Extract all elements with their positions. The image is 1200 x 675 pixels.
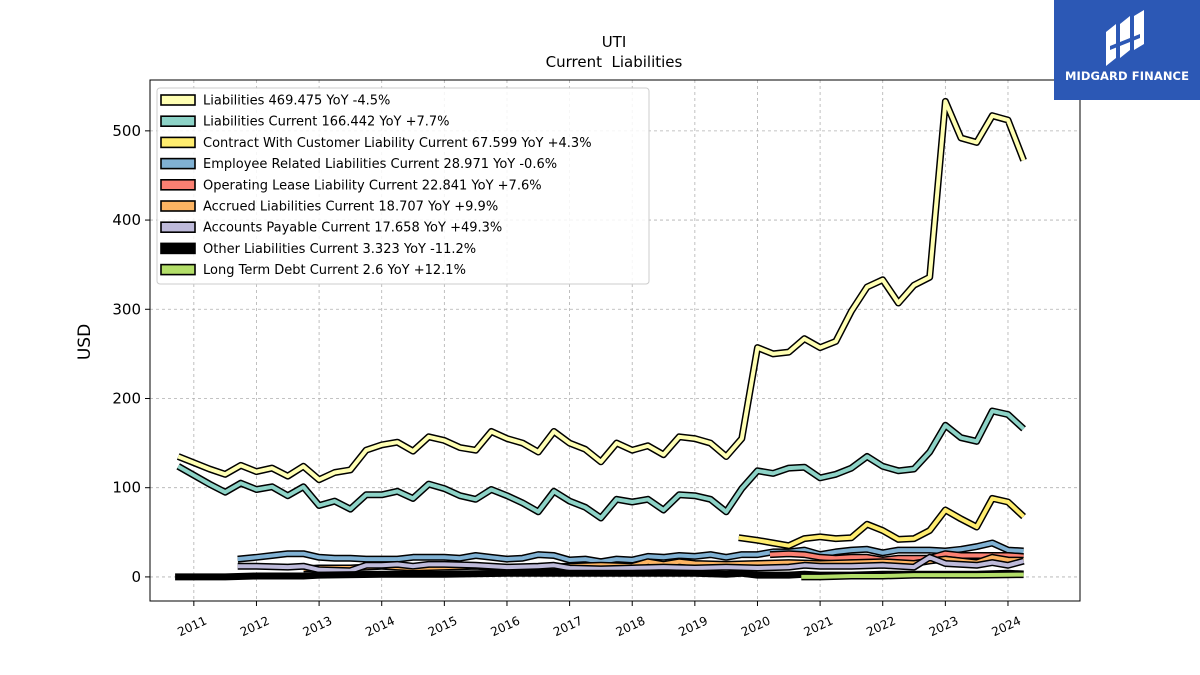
legend-swatch <box>160 179 196 191</box>
x-tick-label: 2015 <box>426 614 460 640</box>
y-tick-label: 500 <box>112 122 141 140</box>
series-line-2 <box>738 496 1025 548</box>
x-tick-label: 2019 <box>676 614 710 640</box>
legend-label: Long Term Debt Current 2.6 YoY +12.1% <box>203 263 466 278</box>
legend-label: Contract With Customer Liability Current… <box>203 136 592 151</box>
series-line-6 <box>237 555 1025 573</box>
series-line-0 <box>177 99 1026 482</box>
legend-label: Accrued Liabilities Current 18.707 YoY +… <box>203 200 498 215</box>
series-line-4 <box>769 551 1024 562</box>
x-tick-label: 2016 <box>488 614 522 640</box>
legend-label: Liabilities Current 166.442 YoY +7.7% <box>203 115 450 130</box>
y-tick-label: 300 <box>112 300 141 318</box>
series-line-3 <box>237 541 1024 564</box>
legend-swatch <box>160 136 196 149</box>
legend-swatch <box>160 200 196 212</box>
y-tick-label: 0 <box>131 568 141 586</box>
x-tick-label: 2022 <box>864 614 898 640</box>
y-tick-label: 100 <box>112 479 141 497</box>
x-tick-label: 2014 <box>363 614 397 640</box>
y-tick-label: 200 <box>112 389 141 407</box>
legend-label: Employee Related Liabilities Current 28.… <box>203 157 557 172</box>
x-ticks: 2011 2012 2013 2014 2015 2016 2017 2018 2019 2020… <box>175 601 1023 639</box>
y-axis-label: USD <box>75 324 95 360</box>
plot-frame <box>149 79 1081 602</box>
x-tick-label: 2017 <box>551 614 585 640</box>
brand-logo: MIDGARD FINANCE <box>1054 0 1200 100</box>
series-line-1 <box>177 409 1025 520</box>
legend-swatch <box>160 94 196 106</box>
x-tick-label: 2020 <box>739 614 773 640</box>
legend: Liabilities 469.475 YoY -4.5% Liabilities… <box>156 87 650 285</box>
y-ticks: 0 100 200 300 400 500 <box>112 122 150 586</box>
legend-label: Operating Lease Liability Current 22.841… <box>203 178 542 193</box>
y-tick-label: 400 <box>112 211 141 229</box>
legend-swatch <box>160 263 196 276</box>
legend-label: Accounts Payable Current 17.658 YoY +49.… <box>203 221 502 236</box>
legend-label: Liabilities 469.475 YoY -4.5% <box>203 94 390 109</box>
legend-label: Other Liabilities Current 3.323 YoY -11.… <box>203 242 476 257</box>
x-tick-label: 2021 <box>802 614 836 640</box>
chart-subtitle: Current Liabilities <box>546 53 683 71</box>
x-tick-label: 2023 <box>927 614 961 640</box>
chart-title: UTI <box>602 33 627 51</box>
x-tick-label: 2011 <box>175 614 209 640</box>
x-tick-label: 2018 <box>614 614 648 640</box>
brand-name: MIDGARD FINANCE <box>1064 69 1190 83</box>
series-layer <box>175 97 1027 581</box>
legend-box <box>156 87 650 285</box>
legend-swatch <box>160 221 196 233</box>
legend-swatch <box>160 242 196 255</box>
x-tick-label: 2024 <box>989 614 1023 640</box>
x-tick-label: 2013 <box>301 614 335 640</box>
legend-swatch <box>160 115 196 127</box>
legend-swatch <box>160 157 196 170</box>
midgard-logo-icon <box>1106 10 1144 66</box>
x-tick-label: 2012 <box>238 614 272 640</box>
series-line-8 <box>801 572 1024 579</box>
